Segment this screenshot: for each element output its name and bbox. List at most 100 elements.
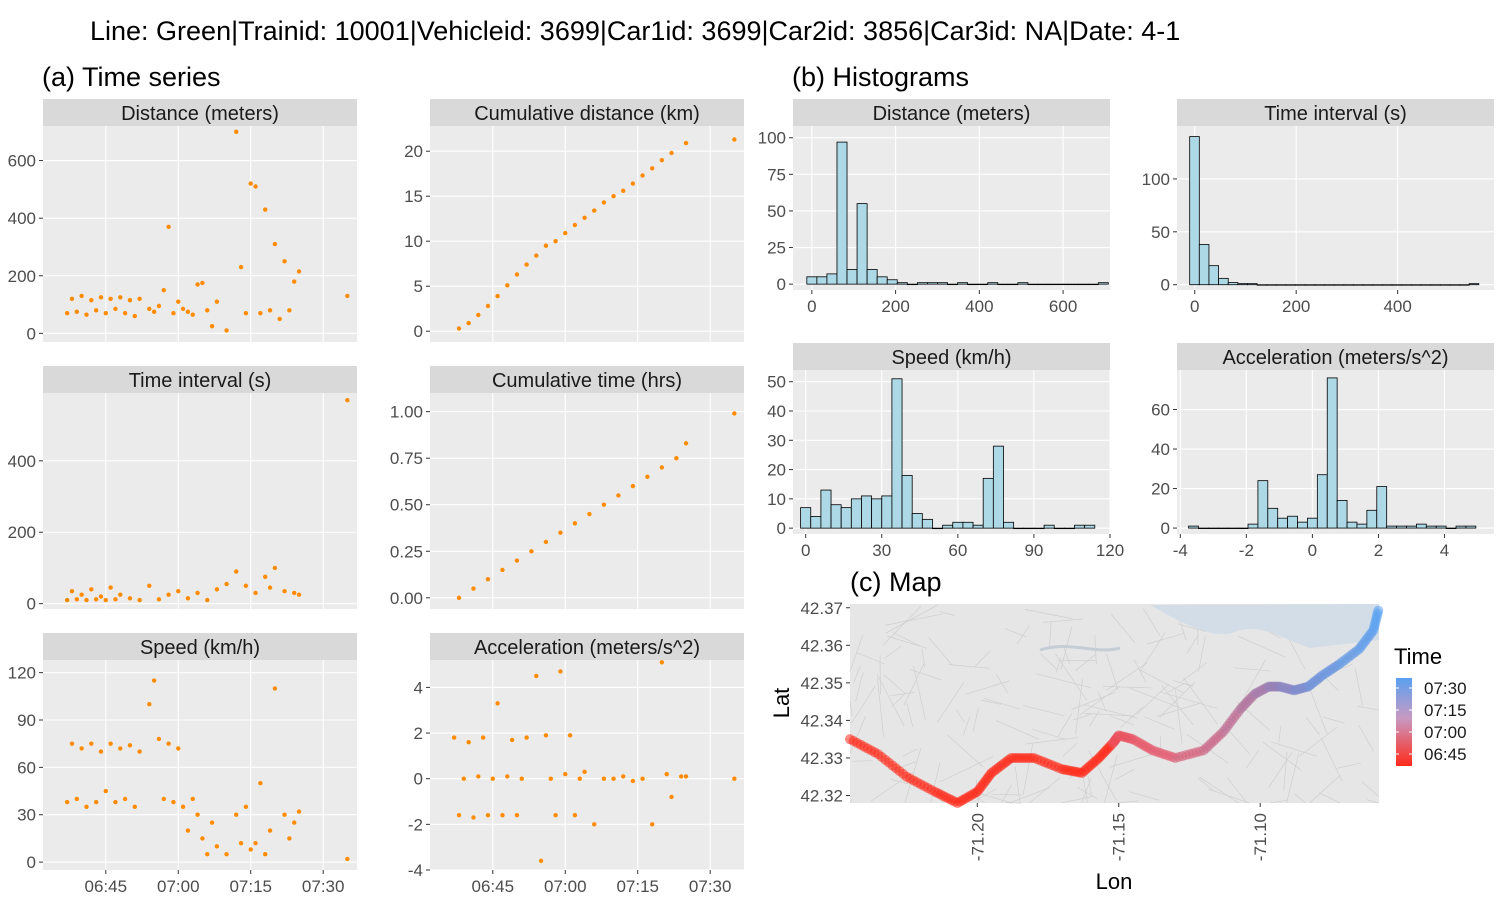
data-point — [234, 130, 238, 134]
data-point — [515, 558, 519, 562]
hist-bar — [1288, 516, 1298, 528]
data-point — [84, 312, 88, 316]
data-point — [157, 737, 161, 741]
tick-label-x: 2 — [1374, 541, 1383, 560]
data-point — [79, 593, 83, 597]
data-point — [258, 781, 262, 785]
data-point — [94, 800, 98, 804]
hist-bar — [1367, 510, 1377, 528]
legend-label: 07:00 — [1424, 723, 1467, 742]
data-point — [253, 591, 257, 595]
data-point — [244, 311, 248, 315]
data-point — [505, 283, 509, 287]
hist-bar — [937, 283, 947, 284]
data-point — [108, 297, 112, 301]
data-point — [137, 598, 141, 602]
data-point — [660, 465, 664, 469]
hist-bar — [1038, 284, 1048, 285]
data-point — [529, 549, 533, 553]
panel-title: Cumulative time (hrs) — [492, 370, 682, 392]
tick-label-y: 0.00 — [390, 589, 423, 608]
section-c-title: (c) Map — [850, 567, 942, 597]
hist-bar — [1440, 285, 1450, 286]
hist-bar — [902, 475, 912, 528]
panel-background — [430, 126, 744, 342]
hist-bar — [958, 283, 968, 284]
data-point — [104, 598, 108, 602]
data-point — [268, 828, 272, 832]
tick-label-y: 0 — [777, 519, 786, 538]
map-tick-label-y: 42.37 — [800, 599, 843, 618]
data-point — [273, 242, 277, 246]
hist-bar — [1268, 508, 1278, 528]
hist-bar — [1218, 528, 1228, 529]
map-tick-label-y: 42.36 — [800, 636, 843, 655]
data-point — [611, 194, 615, 198]
data-point — [65, 598, 69, 602]
data-point — [152, 678, 156, 682]
tick-label-y: 200 — [8, 523, 36, 542]
panel-title: Speed (km/h) — [140, 637, 260, 659]
data-point — [592, 208, 596, 212]
data-point — [113, 597, 117, 601]
tick-label-x: 0 — [1190, 297, 1199, 316]
data-point — [65, 800, 69, 804]
data-point — [118, 295, 122, 299]
data-point — [258, 311, 262, 315]
hist-bar — [1460, 285, 1470, 286]
data-point — [345, 398, 349, 402]
data-point — [147, 307, 151, 311]
hist-bar — [953, 522, 963, 528]
tick-label-y: 0.75 — [390, 449, 423, 468]
data-point — [181, 307, 185, 311]
hist-bar — [1267, 285, 1277, 286]
panel-title: Acceleration (meters/s^2) — [474, 637, 700, 659]
tick-label-x: 120 — [1096, 541, 1124, 560]
hist-bar — [1074, 525, 1084, 528]
data-point — [640, 776, 644, 780]
data-point — [582, 770, 586, 774]
panel-background — [430, 393, 744, 609]
data-point — [471, 586, 475, 590]
data-point — [510, 738, 514, 742]
hist-bar — [811, 516, 821, 528]
data-point — [263, 575, 267, 579]
hist-bar — [1208, 528, 1218, 529]
tick-label-x: 90 — [1024, 541, 1043, 560]
hist-bar — [847, 270, 857, 285]
tick-label-y: 40 — [1151, 440, 1170, 459]
hist-bar — [887, 280, 897, 284]
data-point — [345, 294, 349, 298]
tick-label-y: 30 — [17, 806, 36, 825]
data-point — [292, 820, 296, 824]
data-point — [75, 797, 79, 801]
data-point — [166, 593, 170, 597]
panel-title: Time interval (s) — [1264, 103, 1407, 125]
data-point — [249, 181, 253, 185]
data-point — [234, 813, 238, 817]
data-point — [732, 137, 736, 141]
map-tick-label-y: 42.34 — [800, 711, 843, 730]
data-point — [123, 797, 127, 801]
hist-bar — [1098, 283, 1108, 284]
hist-bar — [1078, 284, 1088, 285]
tick-label-y: 2 — [414, 724, 423, 743]
tick-label-x: 07:15 — [229, 877, 272, 896]
hist-bar — [922, 519, 932, 528]
data-point — [166, 225, 170, 229]
hist-bar — [1347, 522, 1357, 528]
hist-bar — [1199, 245, 1209, 285]
data-point — [94, 308, 98, 312]
hist-bar — [912, 514, 922, 529]
hist-bar — [1044, 525, 1054, 528]
hist-bar — [978, 284, 988, 285]
data-point — [89, 587, 93, 591]
data-point — [631, 181, 635, 185]
data-point — [157, 304, 161, 308]
data-point — [278, 317, 282, 321]
tick-label-x: 4 — [1440, 541, 1449, 560]
hist-bar — [1392, 285, 1402, 286]
